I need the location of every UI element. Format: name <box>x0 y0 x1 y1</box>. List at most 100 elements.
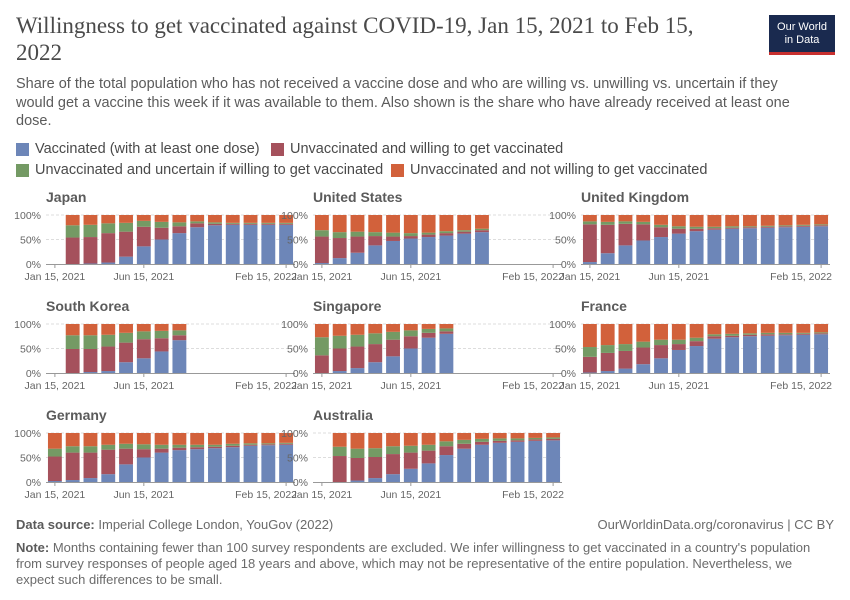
bar-segment-unwilling[interactable] <box>636 324 651 342</box>
bar-segment-unwilling[interactable] <box>47 433 62 449</box>
bar-segment-unwilling[interactable] <box>368 433 383 449</box>
bar-segment-vaccinated[interactable] <box>190 227 205 264</box>
bar-segment-vaccinated[interactable] <box>403 348 418 374</box>
bar-segment-unwilling[interactable] <box>314 324 329 338</box>
bar-segment-willing[interactable] <box>707 336 722 339</box>
bar-segment-uncertain[interactable] <box>725 226 740 228</box>
bar-segment-vaccinated[interactable] <box>600 371 615 373</box>
bar-segment-vaccinated[interactable] <box>725 228 740 264</box>
bar-segment-willing[interactable] <box>671 344 686 350</box>
bar-segment-uncertain[interactable] <box>671 226 686 229</box>
bar-segment-uncertain[interactable] <box>760 225 775 227</box>
bar-segment-vaccinated[interactable] <box>368 478 383 482</box>
bar-segment-unwilling[interactable] <box>439 215 454 232</box>
bar-segment-unwilling[interactable] <box>225 433 240 444</box>
bar-segment-unwilling[interactable] <box>814 215 829 225</box>
bar-segment-vaccinated[interactable] <box>421 463 436 482</box>
bar-segment-willing[interactable] <box>707 228 722 230</box>
bar-segment-uncertain[interactable] <box>743 226 757 228</box>
bar-segment-vaccinated[interactable] <box>208 448 222 482</box>
bar-segment-uncertain[interactable] <box>136 331 151 340</box>
bar-segment-uncertain[interactable] <box>279 442 294 444</box>
bar-segment-unwilling[interactable] <box>208 215 222 223</box>
bar-segment-vaccinated[interactable] <box>65 480 80 482</box>
bar-segment-unwilling[interactable] <box>101 433 116 445</box>
bar-segment-vaccinated[interactable] <box>83 372 98 373</box>
bar-segment-unwilling[interactable] <box>778 215 793 226</box>
bar-segment-unwilling[interactable] <box>332 215 347 233</box>
bar-segment-willing[interactable] <box>154 227 169 240</box>
bar-segment-willing[interactable] <box>65 237 80 264</box>
bar-segment-uncertain[interactable] <box>403 445 418 453</box>
bar-segment-uncertain[interactable] <box>707 226 722 229</box>
bar-segment-uncertain[interactable] <box>154 444 169 449</box>
bar-segment-vaccinated[interactable] <box>350 480 365 482</box>
bar-segment-willing[interactable] <box>743 334 757 337</box>
bar-segment-unwilling[interactable] <box>546 433 561 438</box>
bar-segment-uncertain[interactable] <box>510 438 525 441</box>
bar-segment-unwilling[interactable] <box>65 324 80 336</box>
bar-segment-uncertain[interactable] <box>243 443 258 445</box>
bar-segment-unwilling[interactable] <box>136 324 151 332</box>
bar-segment-uncertain[interactable] <box>386 331 400 340</box>
bar-segment-vaccinated[interactable] <box>243 224 258 264</box>
bar-segment-vaccinated[interactable] <box>528 440 543 482</box>
bar-segment-vaccinated[interactable] <box>83 478 98 482</box>
bar-segment-willing[interactable] <box>136 449 151 458</box>
bar-segment-unwilling[interactable] <box>760 215 775 226</box>
bar-segment-unwilling[interactable] <box>350 215 365 232</box>
source-url[interactable]: OurWorldinData.org/coronavirus | CC BY <box>597 517 834 532</box>
bar-segment-willing[interactable] <box>510 440 525 442</box>
bar-segment-unwilling[interactable] <box>796 324 811 333</box>
bar-segment-uncertain[interactable] <box>475 228 489 231</box>
bar-segment-uncertain[interactable] <box>83 335 98 349</box>
bar-segment-willing[interactable] <box>492 440 507 443</box>
bar-segment-unwilling[interactable] <box>261 215 276 223</box>
bar-segment-uncertain[interactable] <box>154 330 169 339</box>
bar-segment-vaccinated[interactable] <box>208 225 222 264</box>
bar-segment-unwilling[interactable] <box>475 215 489 229</box>
bar-segment-uncertain[interactable] <box>190 221 205 224</box>
bar-segment-unwilling[interactable] <box>368 215 383 233</box>
bar-segment-vaccinated[interactable] <box>725 337 740 373</box>
bar-segment-willing[interactable] <box>796 225 811 227</box>
bar-segment-uncertain[interactable] <box>457 439 472 444</box>
bar-segment-unwilling[interactable] <box>279 215 294 223</box>
bar-segment-willing[interactable] <box>439 331 454 334</box>
legend-item-willing[interactable]: Unvaccinated and willing to get vaccinat… <box>271 141 563 157</box>
bar-segment-unwilling[interactable] <box>760 324 775 333</box>
bar-segment-uncertain[interactable] <box>172 444 187 448</box>
bar-segment-willing[interactable] <box>457 231 472 234</box>
legend-item-unwilling[interactable]: Unvaccinated and not willing to get vacc… <box>391 162 707 178</box>
bar-segment-willing[interactable] <box>386 454 400 475</box>
bar-segment-willing[interactable] <box>65 348 80 373</box>
bar-segment-willing[interactable] <box>154 338 169 352</box>
bar-segment-vaccinated[interactable] <box>350 368 365 373</box>
bar-segment-unwilling[interactable] <box>671 324 686 340</box>
bar-segment-uncertain[interactable] <box>190 444 205 448</box>
bar-segment-vaccinated[interactable] <box>332 371 347 373</box>
bar-segment-willing[interactable] <box>119 231 133 257</box>
bar-segment-unwilling[interactable] <box>154 433 169 445</box>
bar-segment-unwilling[interactable] <box>421 433 436 445</box>
bar-segment-uncertain[interactable] <box>101 334 116 347</box>
bar-segment-willing[interactable] <box>796 333 811 335</box>
bar-segment-uncertain[interactable] <box>600 345 615 353</box>
bar-segment-uncertain[interactable] <box>654 339 668 346</box>
bar-segment-willing[interactable] <box>618 350 633 369</box>
bar-segment-willing[interactable] <box>190 447 205 450</box>
bar-segment-uncertain[interactable] <box>618 221 633 224</box>
bar-segment-unwilling[interactable] <box>600 215 615 222</box>
bar-segment-willing[interactable] <box>654 227 668 238</box>
bar-segment-unwilling[interactable] <box>689 324 704 338</box>
bar-segment-unwilling[interactable] <box>725 215 740 227</box>
bar-segment-unwilling[interactable] <box>65 215 80 226</box>
bar-segment-unwilling[interactable] <box>172 215 187 223</box>
bar-segment-vaccinated[interactable] <box>778 227 793 264</box>
bar-segment-willing[interactable] <box>457 443 472 449</box>
bar-segment-unwilling[interactable] <box>225 215 240 223</box>
bar-segment-willing[interactable] <box>386 339 400 357</box>
bar-segment-willing[interactable] <box>725 227 740 229</box>
bar-segment-uncertain[interactable] <box>386 232 400 237</box>
bar-segment-willing[interactable] <box>261 223 276 225</box>
